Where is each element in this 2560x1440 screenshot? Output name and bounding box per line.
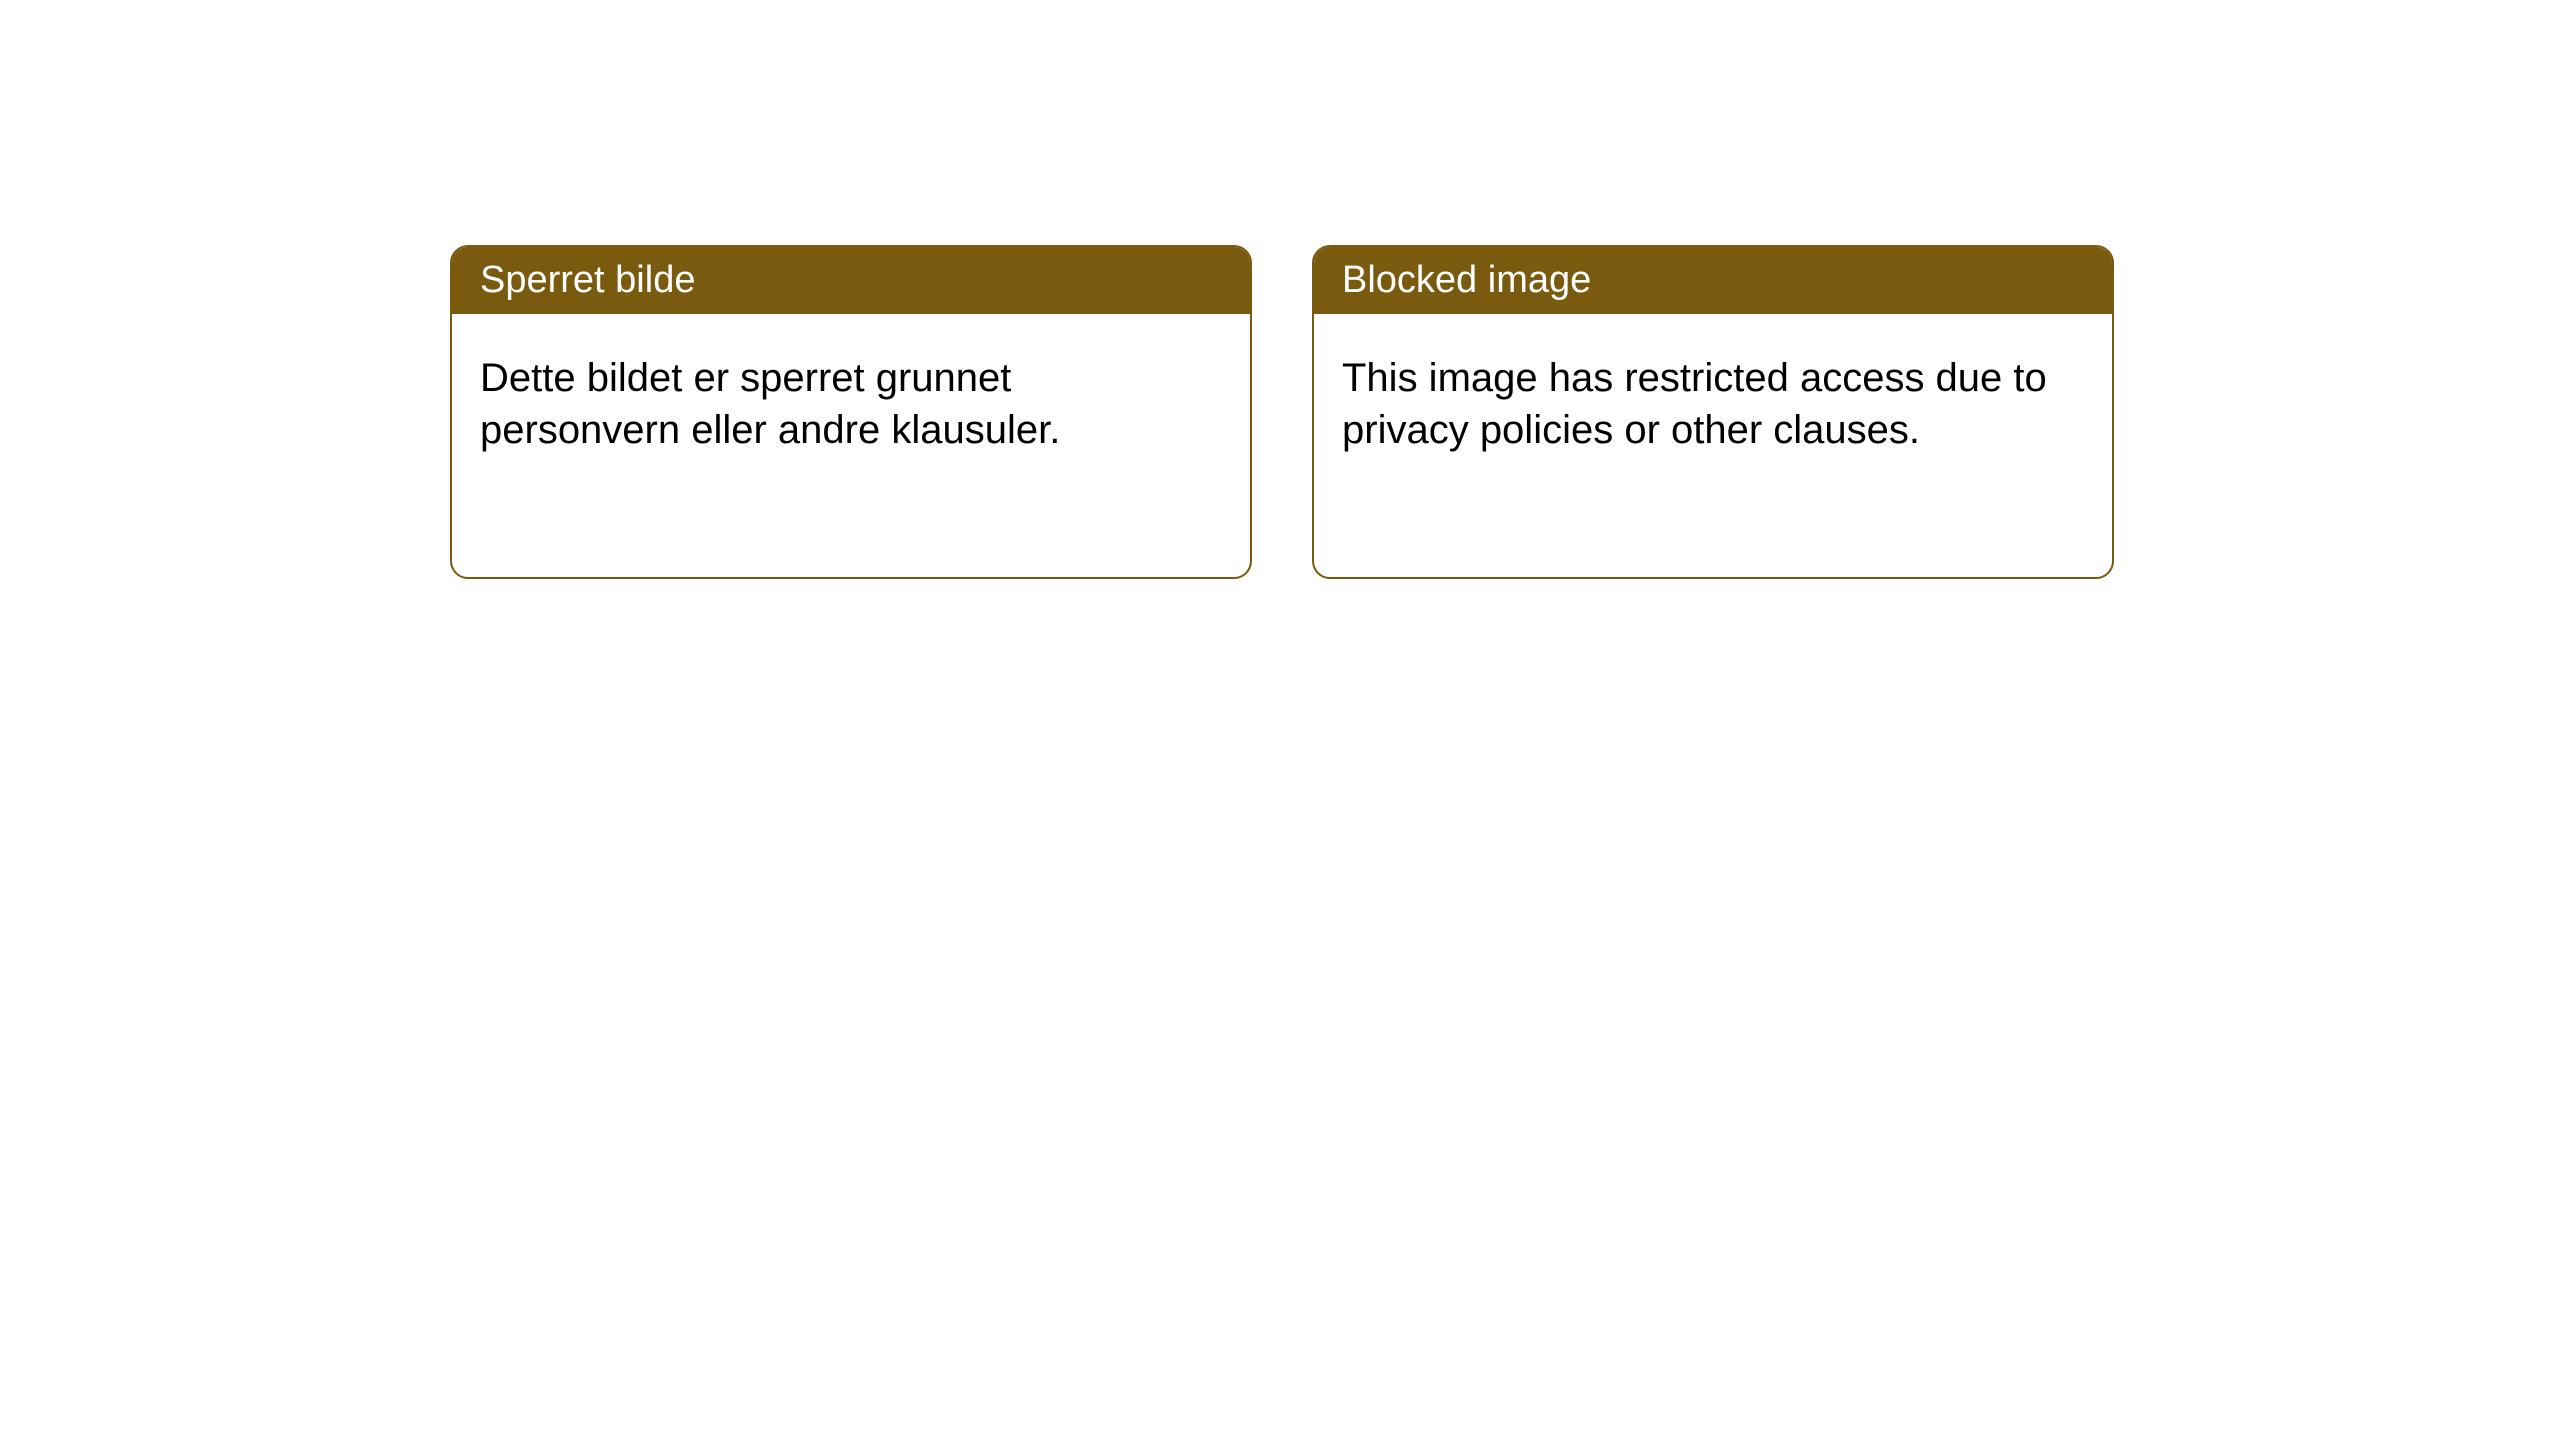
notice-container: Sperret bilde Dette bildet er sperret gr… xyxy=(0,0,2560,579)
card-message: This image has restricted access due to … xyxy=(1342,356,2047,452)
card-title: Sperret bilde xyxy=(480,259,695,301)
card-header: Sperret bilde xyxy=(452,247,1250,314)
blocked-image-card-no: Sperret bilde Dette bildet er sperret gr… xyxy=(450,245,1252,579)
card-message: Dette bildet er sperret grunnet personve… xyxy=(480,356,1060,452)
card-body: This image has restricted access due to … xyxy=(1314,314,2112,494)
card-header: Blocked image xyxy=(1314,247,2112,314)
card-title: Blocked image xyxy=(1342,259,1591,301)
card-body: Dette bildet er sperret grunnet personve… xyxy=(452,314,1250,494)
blocked-image-card-en: Blocked image This image has restricted … xyxy=(1312,245,2114,579)
